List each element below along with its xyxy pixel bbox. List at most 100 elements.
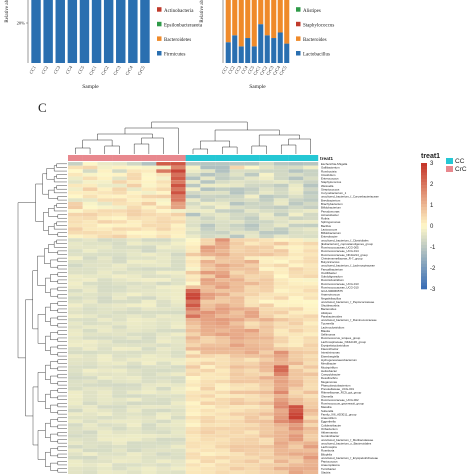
heatmap-cell [170, 408, 186, 413]
heatmap-cell [82, 220, 98, 224]
heatmap-cell [185, 459, 201, 464]
heatmap-cell [288, 238, 304, 243]
heatmap-cell [259, 390, 275, 395]
heatmap-cell [215, 194, 231, 199]
heatmap-cell [259, 209, 275, 214]
heatmap-cell [288, 386, 304, 391]
heatmap-cell [288, 281, 304, 286]
heatmap-cell [303, 205, 319, 210]
heatmap-cell [156, 426, 172, 431]
row-label: uncultured_bacterium_f_Lachnospiraceae [321, 264, 375, 268]
heatmap-cell [185, 321, 201, 326]
colorbar-segment [421, 244, 427, 249]
heatmap-cell [82, 354, 98, 359]
heatmap-cell [229, 408, 245, 413]
heatmap-cell [273, 223, 289, 228]
heatmap-cell [126, 321, 142, 326]
heatmap-cell [97, 317, 113, 322]
heatmap-cell [112, 361, 128, 366]
legend-label: Firmicutes [164, 53, 185, 58]
heatmap-cell [244, 376, 260, 380]
colorbar-segment [421, 172, 427, 176]
heatmap-cell [67, 270, 84, 275]
heatmap-cell [244, 463, 260, 468]
heatmap-cell [259, 288, 275, 293]
heatmap-cell [200, 238, 216, 243]
row-label: Rikenellaceae_RC9_gut_group [321, 391, 362, 395]
heatmap-cell [112, 463, 128, 468]
bar-segment [91, 0, 102, 63]
heatmap-cell [112, 161, 128, 166]
heatmap-cell [215, 441, 231, 446]
heatmap-cell [244, 437, 260, 442]
row-label: uncultured_bacterium_f_Erysipelotrichace… [321, 456, 378, 460]
heatmap-cell [170, 161, 186, 166]
heatmap-cell [82, 470, 98, 474]
colorbar-segment [421, 266, 427, 271]
heatmap-cell [288, 220, 304, 224]
heatmap-cell [185, 299, 201, 304]
heatmap-cell [97, 288, 113, 293]
heatmap-cell [126, 172, 142, 177]
heatmap-cell [112, 470, 128, 474]
heatmap-cell [273, 441, 289, 446]
heatmap-cell [126, 198, 142, 203]
annotation-cell [215, 155, 230, 161]
heatmap-cell [82, 209, 98, 214]
heatmap-cell [67, 165, 84, 170]
heatmap-cell [141, 198, 157, 203]
heatmap-cell [288, 321, 304, 326]
heatmap-cell [303, 190, 319, 195]
row-label: Ruminococcus_gauvreauii_group [321, 402, 364, 406]
heatmap-cell [200, 361, 216, 366]
bar-segment [79, 0, 90, 63]
heatmap-cell [156, 256, 172, 261]
heatmap-cell [126, 241, 142, 246]
heatmap-cell [244, 285, 260, 290]
heatmap-cell [229, 455, 245, 460]
heatmap-cell [170, 299, 186, 304]
heatmap-cell [303, 354, 319, 359]
heatmap-cell [67, 194, 84, 199]
heatmap-cell [185, 441, 201, 446]
row-label: Akkermansia [321, 431, 338, 435]
heatmap-cell [259, 383, 275, 388]
heatmap-cell [200, 412, 216, 417]
bar-segment [284, 0, 290, 44]
heatmap-cell [97, 357, 113, 362]
heatmap-cell [200, 216, 216, 221]
heatmap-cell [244, 259, 260, 264]
heatmap-cell [229, 205, 245, 210]
heatmap-cell [215, 470, 231, 474]
heatmap-cell [244, 176, 260, 181]
heatmap-cell [170, 263, 186, 268]
heatmap-cell [273, 176, 289, 181]
heatmap-cell [112, 343, 128, 348]
heatmap-cell [141, 172, 157, 177]
heatmap-cell [273, 365, 289, 370]
heatmap-cell [97, 314, 113, 319]
heatmap-cell [112, 256, 128, 261]
heatmap-cell [288, 336, 304, 341]
heatmap-cell [215, 180, 231, 185]
heatmap-cell [200, 394, 216, 399]
heatmap-cell [82, 412, 98, 417]
heatmap-cell [215, 423, 231, 428]
row-label: Sellimonas [321, 333, 336, 337]
heatmap-cell [215, 314, 231, 319]
heatmap-cell [303, 220, 319, 224]
heatmap-cell [303, 386, 319, 391]
heatmap-cell [67, 419, 84, 424]
heatmap-cell [156, 332, 172, 337]
heatmap-cell [259, 401, 275, 406]
row-label: Brachybacterium [321, 202, 343, 206]
heatmap-cell [97, 198, 113, 203]
heatmap-cell [97, 245, 113, 250]
heatmap-cell [112, 394, 128, 399]
heatmap-cell [303, 390, 319, 395]
heatmap-cell [215, 361, 231, 366]
heatmap-cell [97, 466, 113, 471]
heatmap-cell [244, 321, 260, 326]
row-label: Massilia [321, 405, 332, 409]
heatmap-cell [141, 230, 157, 235]
